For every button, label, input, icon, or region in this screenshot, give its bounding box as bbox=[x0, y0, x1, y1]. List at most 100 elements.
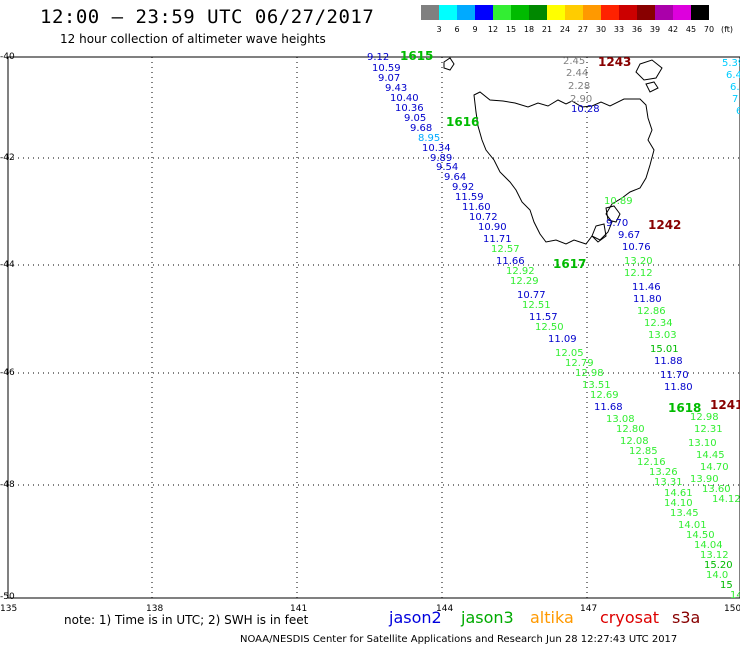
swh-value: 9.64 bbox=[444, 172, 467, 183]
swh-value: 2.45 bbox=[563, 56, 586, 67]
swh-value: 7 bbox=[732, 94, 739, 105]
color-scale-label: 70 bbox=[703, 25, 715, 34]
swh-value: 13.60 bbox=[702, 484, 731, 495]
swh-value: 12.08 bbox=[620, 436, 649, 447]
latitude-label: -40 bbox=[0, 52, 15, 62]
swh-value: 12.51 bbox=[522, 300, 551, 311]
swh-value: 11.88 bbox=[654, 356, 683, 367]
swh-value: 13.90 bbox=[690, 474, 719, 485]
swh-value: 6.4 bbox=[726, 70, 740, 81]
swh-value: 9.68 bbox=[410, 123, 433, 134]
swh-value: 6 bbox=[736, 106, 740, 117]
color-swatch bbox=[565, 5, 583, 20]
latitude-label: -42 bbox=[0, 153, 15, 163]
swh-value: 9.89 bbox=[430, 153, 453, 164]
swh-value: 13.45 bbox=[670, 508, 699, 519]
swh-value: 12.16 bbox=[637, 457, 666, 468]
longitude-label: 135 bbox=[0, 604, 18, 614]
swh-value: 9.05 bbox=[404, 113, 427, 124]
swh-value: 14.50 bbox=[686, 530, 715, 541]
track-label-1618: 1618 bbox=[668, 401, 702, 415]
swh-value: 12.69 bbox=[590, 390, 619, 401]
swh-value: 14.45 bbox=[696, 450, 725, 461]
map-title: 12:00 – 23:59 UTC 06/27/2017 bbox=[40, 6, 375, 28]
color-scale-legend: 3 6 9 12 15 18 21 24 27 30 33 36 39 42 45 70 (ft) bbox=[421, 5, 740, 39]
color-swatch bbox=[421, 5, 439, 20]
swh-value: 12.98 bbox=[690, 412, 719, 423]
swh-value: 10.59 bbox=[372, 63, 401, 74]
swh-value: 9.12 bbox=[367, 52, 390, 63]
swh-value: 11.57 bbox=[529, 312, 558, 323]
swh-value: 10.36 bbox=[395, 103, 424, 114]
swh-value: 2.28 bbox=[568, 81, 591, 92]
swh-value: 13.31 bbox=[654, 477, 683, 488]
swh-value: 9.70 bbox=[606, 218, 629, 229]
color-scale-label: 33 bbox=[613, 25, 625, 34]
latitude-label: -44 bbox=[0, 260, 15, 270]
swh-value: 14.61 bbox=[664, 488, 693, 499]
swh-value: 12.31 bbox=[694, 424, 723, 435]
latitude-label: -48 bbox=[0, 480, 15, 490]
swh-value: 10.76 bbox=[622, 242, 651, 253]
color-scale-label: 30 bbox=[595, 25, 607, 34]
swh-value: 5.39 bbox=[722, 58, 740, 69]
swh-value: 14.0 bbox=[706, 570, 729, 581]
swh-value: 12.34 bbox=[644, 318, 673, 329]
swh-value: 11.70 bbox=[660, 370, 689, 381]
swh-value: 10.34 bbox=[422, 143, 451, 154]
color-scale-label: 39 bbox=[649, 25, 661, 34]
swh-value: 11.71 bbox=[483, 234, 512, 245]
color-scale-label: 18 bbox=[523, 25, 535, 34]
swh-value: 9.54 bbox=[436, 162, 459, 173]
legend-note: note: 1) Time is in UTC; 2) SWH is in fe… bbox=[64, 613, 309, 627]
color-swatch bbox=[439, 5, 457, 20]
map-subtitle: 12 hour collection of altimeter wave hei… bbox=[60, 32, 326, 46]
swh-value: 9.43 bbox=[385, 83, 408, 94]
grid-lines bbox=[8, 57, 740, 598]
track-label-1242: 1242 bbox=[648, 218, 682, 232]
swh-value: 9.67 bbox=[618, 230, 641, 241]
swh-value: 14.12 bbox=[712, 494, 740, 505]
credit-line: NOAA/NESDIS Center for Satellite Applica… bbox=[240, 634, 678, 645]
swh-value: 12.92 bbox=[506, 266, 535, 277]
color-swatch bbox=[583, 5, 601, 20]
swh-value: 11.60 bbox=[462, 202, 491, 213]
swh-value: 2.90 bbox=[570, 94, 593, 105]
color-scale-label: 42 bbox=[667, 25, 679, 34]
swh-value: 10.28 bbox=[571, 104, 600, 115]
color-swatch bbox=[601, 5, 619, 20]
satellite-legend-cryosat: cryosat bbox=[600, 608, 660, 627]
swh-value: 6. bbox=[730, 82, 740, 93]
map-frame bbox=[7, 56, 740, 599]
color-scale-label: 45 bbox=[685, 25, 697, 34]
color-scale-label: 3 bbox=[436, 25, 442, 34]
swh-value: 12.85 bbox=[629, 446, 658, 457]
swh-value: 11.80 bbox=[664, 382, 693, 393]
swh-value: 10.77 bbox=[517, 290, 546, 301]
color-swatch bbox=[511, 5, 529, 20]
satellite-legend-s3a: s3a bbox=[672, 608, 701, 627]
swh-value: 13.12 bbox=[700, 550, 729, 561]
longitude-label: 144 bbox=[436, 604, 454, 614]
swh-value: 14 bbox=[730, 590, 740, 601]
latitude-label: -50 bbox=[0, 592, 15, 602]
color-swatch bbox=[691, 5, 709, 20]
swh-value: 13.26 bbox=[649, 467, 678, 478]
swh-value: 10.40 bbox=[390, 93, 419, 104]
maria-island bbox=[605, 205, 621, 223]
swh-value: 11.59 bbox=[455, 192, 484, 203]
swh-value: 11.68 bbox=[594, 402, 623, 413]
swh-value: 13.20 bbox=[624, 256, 653, 267]
color-swatch bbox=[655, 5, 673, 20]
swh-value: 12.86 bbox=[637, 306, 666, 317]
swh-value: 15 bbox=[720, 580, 733, 591]
swh-value: 11.80 bbox=[633, 294, 662, 305]
swh-value: 12.79 bbox=[565, 358, 594, 369]
swh-value: 12.50 bbox=[535, 322, 564, 333]
color-scale-label: 36 bbox=[631, 25, 643, 34]
swh-value: 11.66 bbox=[496, 256, 525, 267]
satellite-legend-altika: altika bbox=[530, 608, 574, 627]
track-label-1241: 1241 bbox=[710, 398, 740, 412]
color-swatch bbox=[457, 5, 475, 20]
